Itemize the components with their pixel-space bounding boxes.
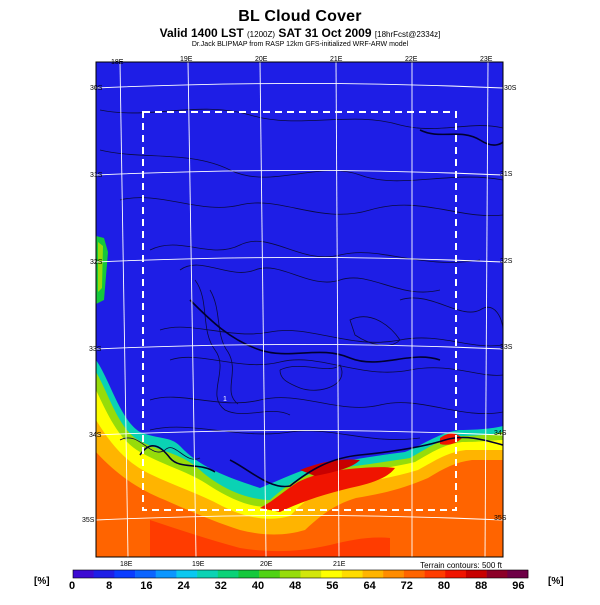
right-lat-label: 30S [504,85,517,92]
colorbar-tick-label: 72 [400,580,413,592]
colorbar-swatch [321,570,343,578]
top-lon-label: 19E [180,56,193,63]
inner-domain-boundary [142,111,457,511]
colorbar-swatch [114,570,136,578]
colorbar-swatch [424,570,446,578]
left-lat-label: 30S [90,85,103,92]
colorbar-swatch [362,570,384,578]
major-terrain-contours [139,129,503,488]
top-lon-label: 20E [255,56,268,63]
utc-time: (1200Z) [247,30,276,39]
top-lon-label: 21E [330,56,343,63]
colorbar-tick-label: 48 [289,580,302,592]
forecast-info: [18hrFcst@2334z] [374,30,441,39]
colorbar-tick-label: 16 [140,580,153,592]
colorbar-swatch [238,570,260,578]
spot-label: 1 [223,396,227,403]
left-lat-label: 31S [90,172,103,179]
colorbar-tick-label: 24 [177,580,190,592]
cloud-band-south-5 [96,452,503,557]
colorbar-tick-label: 32 [214,580,227,592]
colorbar-swatch [197,570,219,578]
cloud-cell-darkred [300,459,360,476]
right-lat-label: 35S [494,515,507,522]
right-lat-label: 32S [500,258,513,265]
colorbar-swatch [155,570,177,578]
valid-date: SAT 31 Oct 2009 [278,26,372,40]
colorbar-unit-left: [%] [34,576,50,587]
colorbar-swatch [383,570,405,578]
colorbar-tick-label: 64 [363,580,376,592]
bottom-lon-label: 20E [260,561,273,568]
colorbar-swatch [507,570,529,578]
colorbar-tick-label: 56 [326,580,339,592]
graticule [95,61,504,558]
map-frame [95,61,504,558]
cloud-cell-red-2 [150,520,390,557]
right-lat-label: 34S [494,430,507,437]
valid-time-subtitle: Valid 1400 LST (1200Z) SAT 31 Oct 2009 [… [0,26,600,40]
left-lat-label: 34S [89,432,102,439]
bottom-lon-label: 19E [192,561,205,568]
terrain-contour-note: Terrain contours: 500 ft [420,561,502,570]
chart-title: BL Cloud Cover [238,8,362,25]
top-lon-label: 22E [405,56,418,63]
colorbar-swatch [73,570,94,578]
colorbar-swatch [135,570,157,578]
valid-time: Valid 1400 LST [159,26,244,40]
right-lat-label: 33S [500,344,513,351]
colorbar-border [72,569,529,579]
colorbar-swatch [279,570,301,578]
left-lat-label: 33S [89,346,102,353]
colorbar-swatch [300,570,322,578]
colorbar-swatch [217,570,239,578]
colorbar-swatch [403,570,425,578]
colorbar-tick-label: 40 [251,580,265,592]
colorbar-swatch [341,570,363,578]
colorbar-tick-label: 88 [475,580,488,592]
colorbar-swatch [93,570,115,578]
model-credit: Dr.Jack BLIPMAP from RASP 12km GFS-initi… [191,41,409,48]
top-lon-label: 18E [111,59,124,66]
terrain-contours [99,108,503,460]
colorbar-tick-label: 8 [106,580,113,592]
colorbar-tick-label: 80 [437,580,451,592]
colorbar-swatch [259,570,281,578]
cloud-field-coastal-west-core [98,242,103,292]
colorbar-unit-right: [%] [548,576,564,587]
colorbar [72,569,529,579]
right-lat-label: 31S [500,171,513,178]
left-lat-label: 35S [82,517,95,524]
colorbar-swatch [465,570,487,578]
colorbar-tick-label: 96 [512,580,525,592]
colorbar-tick-label: 0 [68,580,76,592]
colorbar-swatch [486,570,508,578]
left-lat-label: 32S [90,259,103,266]
colorbar-swatch [445,570,467,578]
top-lon-label: 23E [480,56,493,63]
bottom-lon-label: 21E [333,561,346,568]
colorbar-swatch [176,570,198,578]
cloud-cell-red-1 [260,467,395,512]
bottom-lon-label: 18E [120,561,133,568]
